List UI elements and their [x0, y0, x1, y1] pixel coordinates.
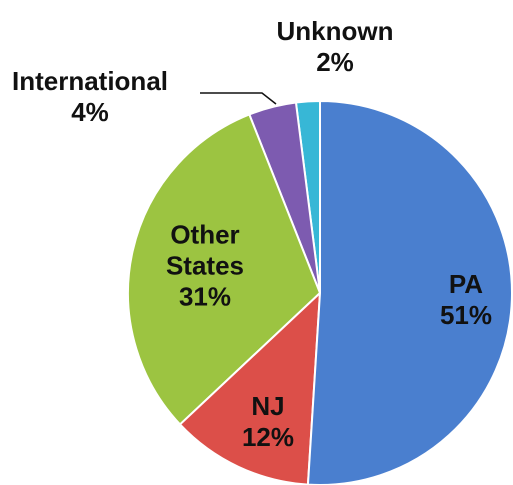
leader-line [200, 92, 277, 105]
slice-name: PA [448, 269, 484, 299]
slice-name: Unknown [276, 16, 394, 46]
slice-name: Other States [165, 219, 245, 281]
slice-label: International 4% [0, 66, 190, 128]
slice-value-label: 51% [439, 300, 493, 330]
slice-value-label: 31% [178, 281, 232, 312]
slice-label: NJ 12% [228, 391, 308, 453]
slice-label: Other States 31% [150, 220, 260, 313]
slice-name: International [11, 66, 168, 96]
pie-slice [306, 99, 513, 485]
slice-label: Unknown 2% [255, 16, 415, 78]
pie-slice [178, 290, 322, 485]
slice-label: PA 51% [426, 269, 506, 331]
slice-value-label: 2% [316, 47, 354, 77]
pie-slice [127, 113, 322, 426]
slice-name: NJ [251, 391, 285, 421]
slice-value-label: 12% [241, 422, 295, 452]
slice-value-label: 4% [71, 97, 109, 127]
